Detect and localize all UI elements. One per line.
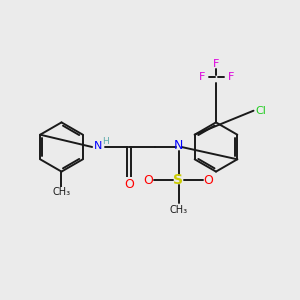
- Text: H: H: [103, 137, 109, 146]
- Text: F: F: [199, 71, 205, 82]
- Text: F: F: [213, 59, 219, 69]
- Text: Cl: Cl: [256, 106, 266, 116]
- Text: N: N: [174, 139, 183, 152]
- Text: O: O: [124, 178, 134, 191]
- Text: O: O: [144, 173, 153, 187]
- Text: CH₃: CH₃: [169, 205, 188, 215]
- Text: CH₃: CH₃: [52, 187, 70, 197]
- Text: O: O: [204, 173, 213, 187]
- Text: F: F: [228, 71, 234, 82]
- Text: S: S: [173, 173, 184, 187]
- Text: N: N: [94, 140, 102, 151]
